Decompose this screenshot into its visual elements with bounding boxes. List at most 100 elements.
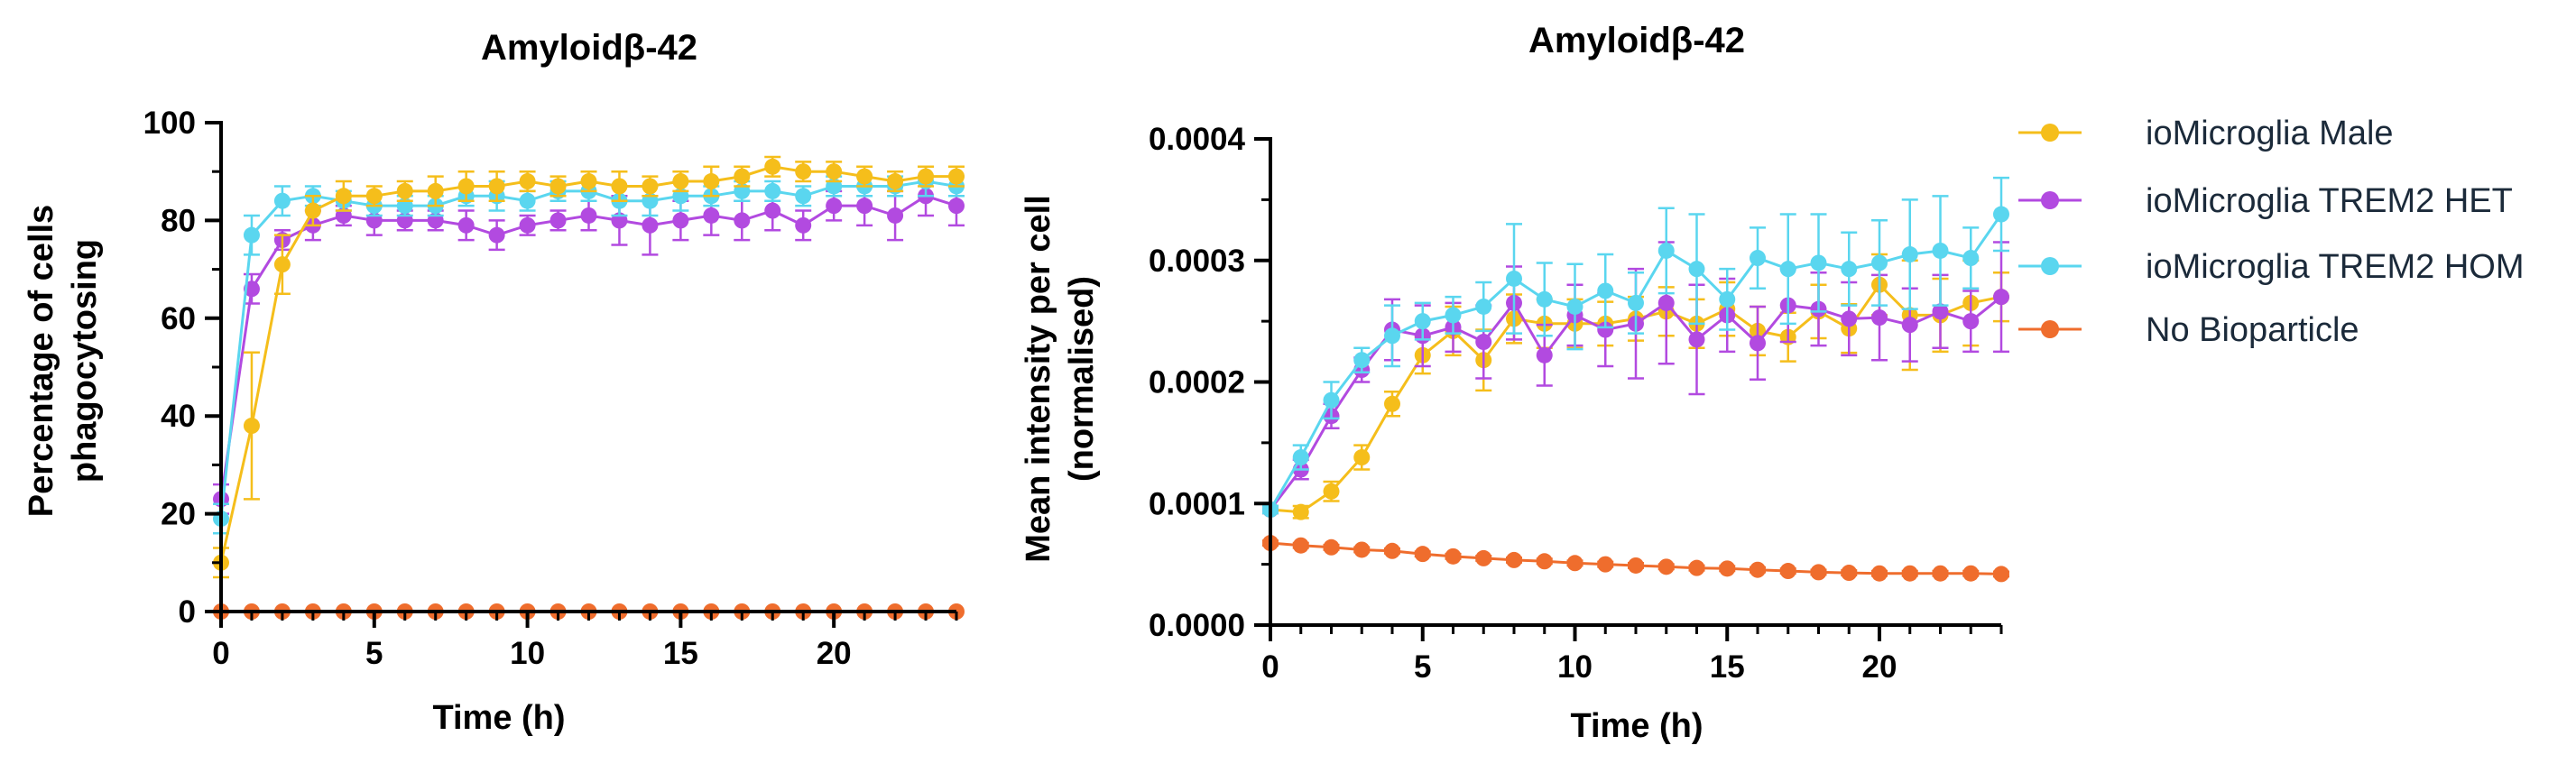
data-point	[1779, 261, 1796, 278]
data-point	[1719, 560, 1736, 577]
data-point	[1779, 563, 1796, 580]
y-tick-label: 0.0001	[1149, 486, 1245, 521]
data-point	[549, 178, 567, 195]
data-point	[856, 168, 873, 185]
y-tick-label: 0.0002	[1149, 365, 1245, 400]
data-point	[1657, 294, 1675, 311]
data-point	[1932, 303, 1949, 320]
data-point	[1536, 346, 1553, 363]
y-tick-label: 80	[161, 203, 196, 238]
data-point	[642, 178, 659, 195]
data-point	[1384, 395, 1400, 412]
data-point	[948, 198, 965, 215]
chart-percentage-phagocytosing: Amyloidβ-42 Percentage of cells phagocyt…	[23, 28, 965, 737]
legend-label-nobio: No Bioparticle	[2146, 311, 2359, 349]
data-point	[672, 212, 689, 229]
data-point	[243, 418, 260, 435]
data-point	[1566, 298, 1583, 315]
data-point	[396, 182, 413, 199]
y-tick-label: 20	[161, 497, 196, 532]
data-point	[1323, 538, 1340, 556]
data-point	[335, 188, 352, 205]
data-point	[1475, 549, 1492, 566]
legend-label-het: ioMicroglia TREM2 HET	[2146, 182, 2513, 220]
legend-item-male: ioMicroglia Male	[2018, 115, 2394, 152]
chart1-xlabel: Time (h)	[432, 699, 565, 737]
data-point	[519, 173, 536, 190]
y-tick-label: 0.0004	[1149, 122, 1246, 157]
data-point	[1750, 250, 1766, 267]
data-point	[1628, 557, 1644, 574]
data-point	[703, 173, 720, 190]
data-point	[1475, 334, 1492, 351]
data-point	[1475, 298, 1492, 315]
data-point	[611, 178, 628, 195]
data-point	[1962, 250, 1980, 267]
series-nobio	[1262, 535, 2009, 583]
data-point	[764, 182, 781, 199]
data-point	[1292, 537, 1309, 554]
data-point	[1445, 548, 1462, 565]
data-point	[887, 207, 904, 224]
legend-label-hom: ioMicroglia TREM2 HOM	[2146, 248, 2524, 286]
chart1-plot-area: 0 20 40 60 80 100 0 5 10 15 20	[143, 106, 965, 671]
data-point	[1597, 321, 1614, 338]
y-tick-label: 100	[143, 106, 196, 141]
data-point	[1384, 327, 1400, 345]
data-point	[1841, 310, 1858, 327]
data-point	[1841, 261, 1858, 278]
data-point	[1688, 261, 1705, 278]
data-point	[243, 226, 260, 244]
data-point	[795, 163, 812, 180]
data-point	[703, 207, 720, 224]
data-point	[1750, 561, 1766, 578]
data-point	[1719, 290, 1736, 308]
data-point	[519, 192, 536, 209]
data-point	[826, 163, 843, 180]
data-point	[1506, 551, 1522, 568]
data-point	[1384, 542, 1400, 559]
data-point	[764, 158, 781, 175]
legend-label-male: ioMicroglia Male	[2146, 115, 2394, 152]
data-point	[1536, 290, 1553, 308]
data-point	[1932, 565, 1949, 582]
data-point	[1871, 309, 1888, 327]
data-point	[1292, 503, 1309, 520]
legend-marker-male	[2041, 124, 2059, 142]
data-point	[1353, 541, 1371, 558]
data-point	[580, 173, 597, 190]
data-point	[1414, 313, 1431, 330]
x-tick-label: 10	[1557, 649, 1593, 685]
chart2-xlabel: Time (h)	[1570, 707, 1703, 745]
data-point	[1901, 246, 1918, 263]
data-point	[887, 173, 904, 190]
data-point	[519, 216, 536, 234]
legend-item-nobio: No Bioparticle	[2018, 311, 2359, 349]
chart1-title: Amyloidβ-42	[481, 28, 697, 68]
chart1-ylabel-line2: phagocytosing	[66, 239, 104, 483]
data-point	[826, 198, 843, 215]
chart2-ylabel-line1: Mean intensity per cell	[1020, 195, 1057, 563]
data-point	[488, 178, 505, 195]
legend-marker-het	[2041, 191, 2059, 209]
data-point	[1810, 564, 1827, 581]
data-point	[365, 188, 383, 205]
data-point	[1445, 307, 1462, 324]
data-point	[1993, 289, 2009, 306]
data-point	[734, 168, 751, 185]
x-tick-label: 0	[212, 636, 229, 671]
chart1-ylabel-line1: Percentage of cells	[23, 205, 60, 517]
data-point	[1962, 565, 1980, 582]
legend-marker-hom	[2041, 257, 2059, 275]
data-point	[642, 216, 659, 234]
data-point	[1932, 242, 1949, 259]
data-point	[1536, 553, 1553, 570]
chart2-title: Amyloidβ-42	[1528, 21, 1745, 60]
data-point	[1750, 335, 1766, 352]
x-tick-label: 15	[663, 636, 698, 671]
y-tick-label: 0	[179, 594, 196, 630]
y-tick-label: 40	[161, 399, 196, 434]
data-point	[1657, 242, 1675, 259]
y-tick-label: 0.0000	[1149, 608, 1245, 643]
x-tick-label: 20	[817, 636, 852, 671]
